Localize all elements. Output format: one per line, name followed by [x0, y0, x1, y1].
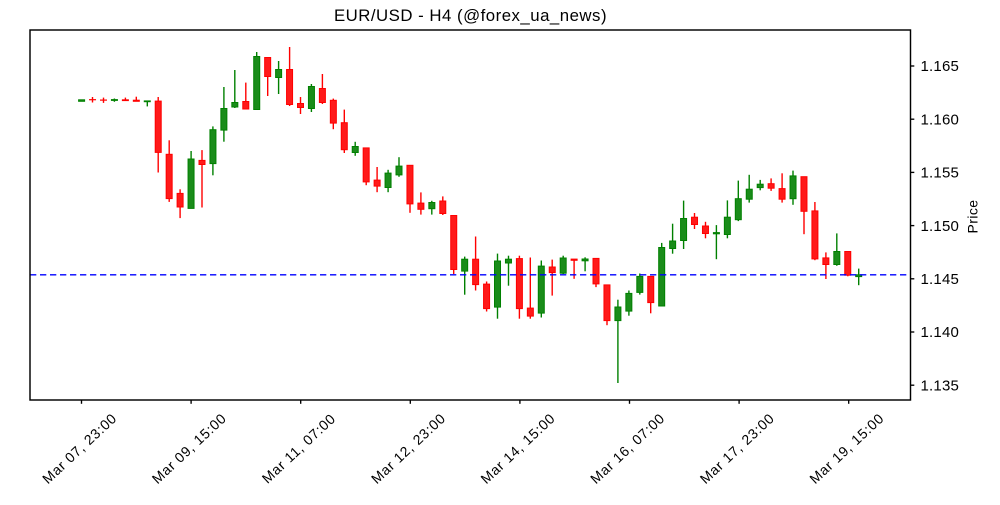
svg-text:1.135: 1.135	[921, 377, 960, 394]
svg-text:1.150: 1.150	[921, 218, 960, 235]
svg-text:EUR/USD - H4 (@forex_ua_news): EUR/USD - H4 (@forex_ua_news)	[334, 6, 607, 25]
svg-text:1.140: 1.140	[921, 324, 960, 341]
svg-text:1.160: 1.160	[921, 111, 960, 128]
svg-text:1.165: 1.165	[921, 58, 960, 75]
svg-text:1.145: 1.145	[921, 271, 960, 288]
svg-text:1.155: 1.155	[921, 165, 960, 182]
svg-text:Price: Price	[964, 200, 980, 234]
